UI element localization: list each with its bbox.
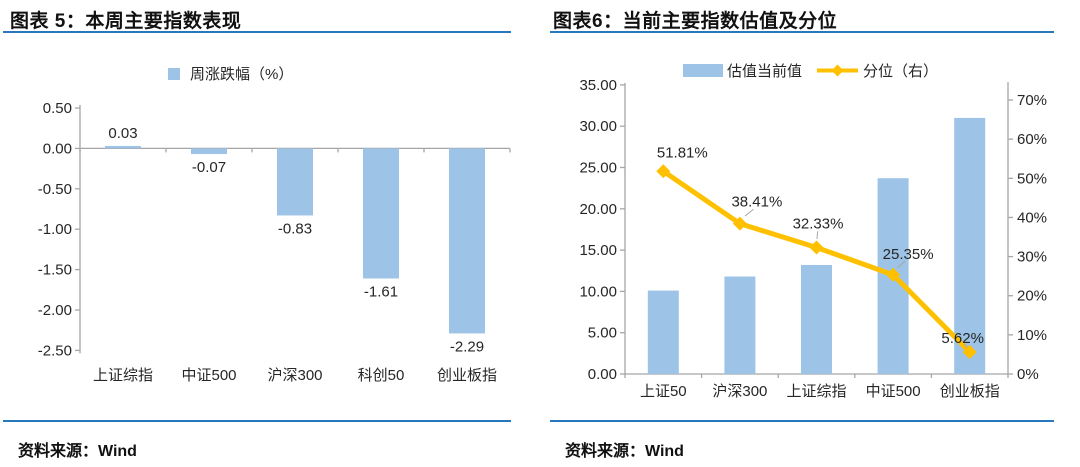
chart6-source-note: 资料来源：Wind	[565, 443, 684, 460]
left-y-axis-tick-label: 35.00	[579, 77, 617, 94]
y-axis-tick-label: -1.50	[38, 262, 72, 279]
bar-value-label: -1.61	[364, 283, 398, 300]
bar-value-label: -0.07	[192, 159, 226, 176]
left-y-axis-tick-label: 5.00	[588, 325, 617, 342]
bar-中证500	[191, 148, 227, 155]
weekly-performance-bar-chart: 周涨跌幅（%） 0.50 0.00 -0.50 -1.00 -1.50 -2.00 -2.50…	[38, 66, 511, 384]
data-label-leader-line	[897, 260, 906, 268]
chart6-title: 图表6：当前主要指数估值及分位	[553, 11, 838, 32]
percentile-value-label: 38.41%	[731, 194, 782, 211]
bar-value-label: -0.83	[278, 220, 312, 237]
left-y-axis-tick-label: 20.00	[579, 201, 617, 218]
right-y-axis-tick-label: 0%	[1017, 366, 1039, 383]
bar-科创50	[363, 148, 399, 279]
right-y-axis-tick-label: 20%	[1017, 288, 1047, 305]
x-axis-category-label: 科创50	[358, 367, 405, 384]
percentile-marker	[962, 345, 977, 360]
legend-swatch-valuation	[683, 64, 723, 77]
chart5-source-note: 资料来源：Wind	[18, 443, 137, 460]
legend-marker-percentile	[831, 64, 844, 77]
right-y-axis-tick-label: 40%	[1017, 209, 1047, 226]
percentile-value-label: 51.81%	[657, 145, 708, 162]
data-label-leader-line	[963, 344, 968, 349]
percentile-marker	[656, 164, 671, 179]
valuation-percentile-combo-chart: 估值当前值 分位（右） 35.00 30.00 25.00 20.00 15.00 10.00…	[579, 63, 1047, 400]
x-axis-category-label: 上证综指	[93, 367, 153, 384]
percentile-marker	[809, 240, 824, 255]
y-axis-tick-label: -1.00	[38, 221, 72, 238]
left-y-axis-tick-label: 10.00	[579, 283, 617, 300]
y-axis-tick-label: -2.00	[38, 302, 72, 319]
legend-label-percentile: 分位（右）	[863, 63, 938, 80]
chart5-bottom-divider	[3, 420, 511, 422]
bar-创业板指	[449, 148, 485, 334]
left-y-axis-tick-label: 0.00	[588, 366, 617, 383]
right-y-axis-tick-label: 70%	[1017, 92, 1047, 109]
right-y-axis-tick-label: 50%	[1017, 170, 1047, 187]
chart6-title-divider	[550, 31, 1054, 33]
panel-weekly-index-performance: 图表 5：本周主要指数表现 周涨跌幅（%） 0.50 0.00 -0.50 -1.00 -…	[3, 11, 511, 460]
right-y-axis-tick-label: 10%	[1017, 327, 1047, 344]
right-y-axis-tick-label: 60%	[1017, 131, 1047, 148]
x-axis-category-label: 中证500	[181, 367, 236, 384]
panel-valuation-percentile: 图表6：当前主要指数估值及分位 估值当前值 分位（右） 35.00 30.00 25.0…	[540, 0, 1080, 467]
bar-value-label: -2.29	[450, 338, 484, 355]
data-label-leader-line	[816, 231, 819, 239]
percentile-value-label: 5.62%	[941, 330, 984, 347]
x-axis-category-label: 沪深300	[712, 383, 767, 400]
bar-创业板指	[954, 117, 986, 374]
chart6-bottom-divider	[550, 420, 1054, 422]
y-axis-tick-label: -2.50	[38, 342, 72, 359]
x-axis-category-label: 创业板指	[437, 366, 497, 384]
y-axis-tick-label: 0.50	[43, 100, 72, 117]
bar-沪深300	[724, 276, 756, 374]
legend-label-valuation: 估值当前值	[727, 63, 802, 80]
percentile-value-label: 32.33%	[793, 215, 844, 232]
chart5-title: 图表 5：本周主要指数表现	[10, 11, 242, 32]
x-axis-category-label: 中证500	[866, 383, 921, 400]
bar-上证综指	[105, 145, 141, 149]
legend-label-weekly-change: 周涨跌幅（%）	[190, 66, 293, 83]
y-axis-tick-label: 0.00	[43, 140, 72, 157]
legend-swatch-weekly-change	[168, 68, 180, 80]
percentile-marker	[732, 216, 747, 231]
percentile-value-label: 25.35%	[883, 246, 934, 263]
left-y-axis-tick-label: 15.00	[579, 242, 617, 259]
right-y-axis-tick-label: 30%	[1017, 249, 1047, 266]
x-axis-category-label: 上证综指	[786, 383, 846, 400]
y-axis-tick-label: -0.50	[38, 181, 72, 198]
data-label-leader-line	[744, 208, 754, 217]
x-axis-category-label: 上证50	[640, 383, 687, 400]
left-y-axis-tick-label: 25.00	[579, 160, 617, 177]
bar-沪深300	[277, 148, 313, 216]
x-axis-category-label: 创业板指	[940, 382, 1000, 400]
bar-value-label: 0.03	[108, 125, 137, 142]
x-axis-category-label: 沪深300	[267, 367, 322, 384]
bar-上证50	[647, 290, 679, 374]
percentile-marker	[886, 267, 901, 282]
left-y-axis-tick-label: 30.00	[579, 118, 617, 135]
bar-上证综指	[801, 264, 832, 374]
chart5-title-divider	[3, 31, 511, 33]
